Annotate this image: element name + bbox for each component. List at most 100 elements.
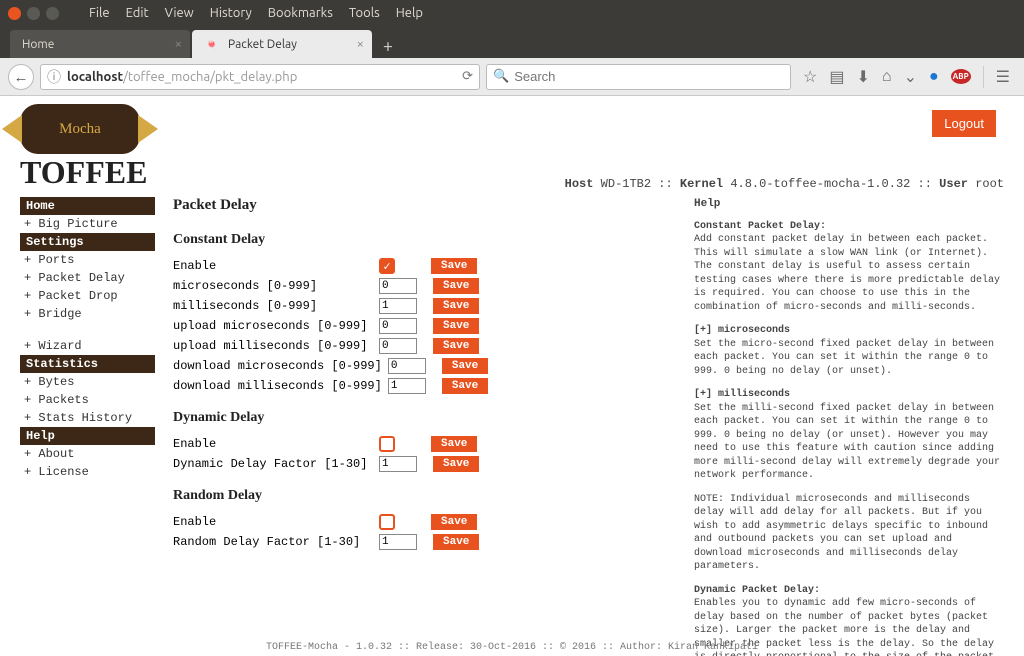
favicon-icon: 🍬	[204, 36, 220, 52]
tab-label: Packet Delay	[228, 38, 297, 51]
menubar: File Edit View History Bookmarks Tools H…	[83, 4, 429, 22]
home-icon[interactable]: ⌂	[882, 67, 892, 86]
save-button[interactable]: Save	[431, 258, 477, 274]
const-row-input[interactable]	[379, 278, 417, 294]
const-row-label: download microseconds [0-999]	[173, 359, 382, 373]
sidebar-item-ports[interactable]: Ports	[20, 251, 155, 269]
help-paragraph: NOTE: Individual microseconds and millis…	[694, 493, 1004, 574]
save-button[interactable]: Save	[433, 318, 479, 334]
dynamic-enable-checkbox[interactable]	[379, 436, 395, 452]
logo-text: TOFFEE	[20, 154, 147, 191]
new-tab-button[interactable]: +	[374, 34, 402, 58]
site-info-icon[interactable]: ⓘ	[47, 67, 61, 87]
separator	[983, 66, 984, 88]
save-button[interactable]: Save	[433, 298, 479, 314]
url-path: /toffee_mocha/pkt_delay.php	[123, 70, 297, 84]
sidecat-statistics[interactable]: Statistics	[20, 355, 155, 373]
window-maximize-icon[interactable]	[46, 7, 59, 20]
save-button[interactable]: Save	[431, 436, 477, 452]
page-footer: TOFFEE-Mocha - 1.0.32 :: Release: 30-Oct…	[0, 642, 1024, 653]
help-paragraph: [+] microsecondsSet the micro-second fix…	[694, 324, 1004, 378]
url-bar[interactable]: ⓘ localhost/toffee_mocha/pkt_delay.php ⟳	[40, 64, 480, 90]
section-random-title: Random Delay	[173, 488, 676, 504]
toolbar-icons: ☆ ▤ ⬇ ⌂ ⌄ ● ABP ☰	[797, 66, 1016, 88]
const-row-input[interactable]	[388, 358, 426, 374]
back-button[interactable]: ←	[8, 64, 34, 90]
menu-file[interactable]: File	[83, 4, 116, 22]
constant-enable-checkbox[interactable]	[379, 258, 395, 274]
window-titlebar: File Edit View History Bookmarks Tools H…	[0, 0, 1024, 26]
sidebar-item-wizard[interactable]: Wizard	[20, 337, 155, 355]
sidebar-item-about[interactable]: About	[20, 445, 155, 463]
save-button[interactable]: Save	[433, 338, 479, 354]
random-factor-label: Random Delay Factor [1-30]	[173, 535, 373, 549]
sidecat-home[interactable]: Home	[20, 197, 155, 215]
save-button[interactable]: Save	[431, 514, 477, 530]
const-row-label: upload milliseconds [0-999]	[173, 339, 373, 353]
sidebar-item-stats-history[interactable]: Stats History	[20, 409, 155, 427]
sidecat-help[interactable]: Help	[20, 427, 155, 445]
sidebar-item-packet-delay[interactable]: Packet Delay	[20, 269, 155, 287]
search-input[interactable]	[514, 69, 784, 84]
save-button[interactable]: Save	[442, 378, 488, 394]
window-minimize-icon[interactable]	[27, 7, 40, 20]
const-row-input[interactable]	[379, 318, 417, 334]
tabstrip: Home × 🍬 Packet Delay × +	[0, 26, 1024, 58]
save-button[interactable]: Save	[433, 534, 479, 550]
window-close-icon[interactable]	[8, 7, 21, 20]
menu-tools[interactable]: Tools	[343, 4, 386, 22]
menu-history[interactable]: History	[204, 4, 258, 22]
sidebar-item-packet-drop[interactable]: Packet Drop	[20, 287, 155, 305]
logout-button[interactable]: Logout	[932, 110, 996, 137]
logo: Mocha TOFFEE	[20, 104, 147, 191]
dynamic-factor-input[interactable]	[379, 456, 417, 472]
sidebar-item-bytes[interactable]: Bytes	[20, 373, 155, 391]
menu-help[interactable]: Help	[390, 4, 429, 22]
help-title: Help	[694, 197, 1004, 212]
menu-view[interactable]: View	[159, 4, 200, 22]
logo-candy-icon: Mocha	[20, 104, 140, 154]
sidebar-item-license[interactable]: License	[20, 463, 155, 481]
save-button[interactable]: Save	[433, 278, 479, 294]
tab-close-icon[interactable]: ×	[175, 37, 182, 51]
save-button[interactable]: Save	[442, 358, 488, 374]
help-paragraph: Constant Packet Delay:Add constant packe…	[694, 220, 1004, 315]
library-icon[interactable]: ▤	[829, 67, 844, 86]
bookmark-icon[interactable]: ☆	[803, 67, 817, 86]
tab-close-icon[interactable]: ×	[357, 37, 364, 51]
save-button[interactable]: Save	[433, 456, 479, 472]
menu-bookmarks[interactable]: Bookmarks	[262, 4, 339, 22]
sidebar: Home Big Picture Settings Ports Packet D…	[20, 197, 155, 656]
const-row-input[interactable]	[388, 378, 426, 394]
page-title: Packet Delay	[173, 197, 676, 214]
tab-label: Home	[22, 38, 54, 51]
enable-label: Enable	[173, 437, 373, 451]
hamburger-icon[interactable]: ☰	[996, 67, 1010, 86]
tab-home[interactable]: Home ×	[10, 30, 190, 58]
sidecat-settings[interactable]: Settings	[20, 233, 155, 251]
const-row-label: download milliseconds [0-999]	[173, 379, 382, 393]
random-enable-checkbox[interactable]	[379, 514, 395, 530]
tab-packet-delay[interactable]: 🍬 Packet Delay ×	[192, 30, 372, 58]
help-paragraph: [+] millisecondsSet the milli-second fix…	[694, 388, 1004, 483]
main-panel: Packet Delay Constant Delay Enable Save …	[173, 197, 676, 656]
const-row-input[interactable]	[379, 338, 417, 354]
const-row-label: upload microseconds [0-999]	[173, 319, 373, 333]
const-row-label: milliseconds [0-999]	[173, 299, 373, 313]
sidebar-item-bigpicture[interactable]: Big Picture	[20, 215, 155, 233]
reload-icon[interactable]: ⟳	[462, 69, 473, 84]
navbar: ← ⓘ localhost/toffee_mocha/pkt_delay.php…	[0, 58, 1024, 96]
search-bar[interactable]: 🔍	[486, 64, 791, 90]
const-row-input[interactable]	[379, 298, 417, 314]
downloads-icon[interactable]: ⬇	[857, 67, 870, 86]
random-factor-input[interactable]	[379, 534, 417, 550]
globe-icon[interactable]: ●	[929, 67, 939, 86]
sidebar-item-packets[interactable]: Packets	[20, 391, 155, 409]
abp-icon[interactable]: ABP	[951, 69, 971, 84]
help-panel: Help Constant Packet Delay:Add constant …	[694, 197, 1004, 656]
menu-edit[interactable]: Edit	[120, 4, 155, 22]
page-header: Mocha TOFFEE Host WD-1TB2 :: Kernel 4.8.…	[20, 104, 1004, 191]
sidebar-item-bridge[interactable]: Bridge	[20, 305, 155, 323]
pocket-icon[interactable]: ⌄	[904, 67, 917, 86]
section-constant-title: Constant Delay	[173, 232, 676, 248]
